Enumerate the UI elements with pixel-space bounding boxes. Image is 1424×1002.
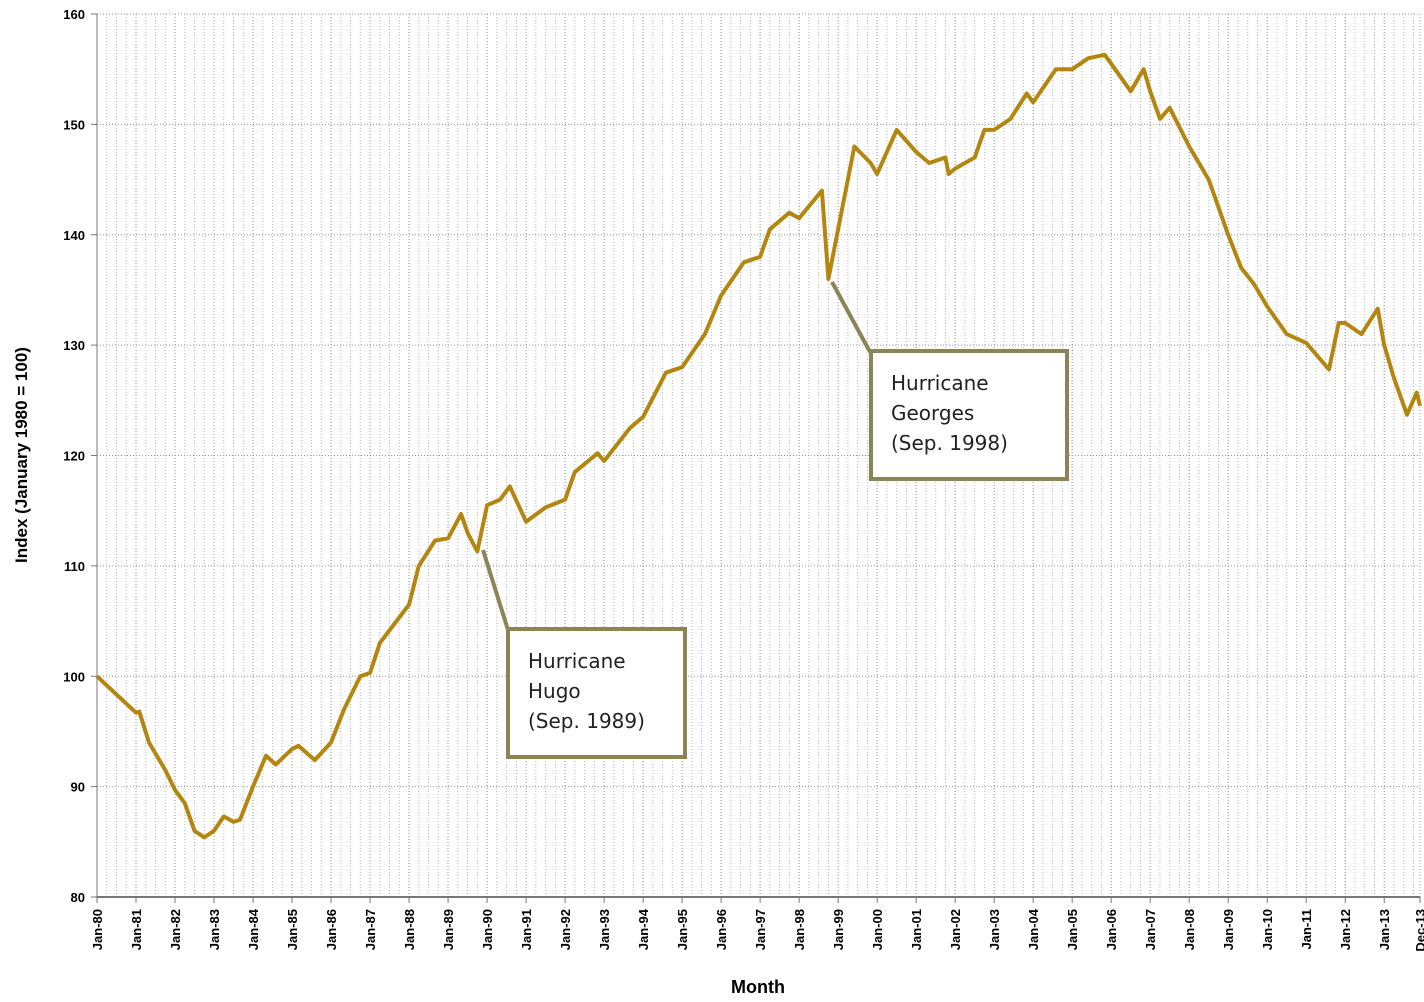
annotation-text: Hurricane xyxy=(891,371,989,395)
annotation-text: (Sep. 1998) xyxy=(891,431,1008,455)
x-tick-label: Jan-83 xyxy=(207,909,222,950)
annotation-text: Hugo xyxy=(528,679,581,703)
x-tick-label: Jan-92 xyxy=(558,909,573,950)
connector xyxy=(481,549,510,631)
x-tick-label: Jan-88 xyxy=(402,909,417,950)
x-tick-label: Jan-85 xyxy=(285,909,300,950)
x-tick-label: Jan-86 xyxy=(324,909,339,950)
x-tick-label: Jan-95 xyxy=(675,909,690,950)
annotation-box xyxy=(506,627,687,759)
y-axis-label: Index (January 1980 = 100) xyxy=(12,347,31,563)
y-tick-label: 110 xyxy=(64,559,85,574)
y-tick-label: 140 xyxy=(63,228,85,243)
x-tick-label: Jan-84 xyxy=(246,908,261,950)
annotation-text: (Sep. 1989) xyxy=(528,709,645,733)
x-tick-label: Jan-09 xyxy=(1221,909,1236,950)
y-tick-label: 90 xyxy=(71,780,85,795)
x-tick-label: Jan-06 xyxy=(1104,909,1119,950)
major-grid: 80 90 100 110 120 130 140 150 160 Jan-80 Jan-81 Jan… xyxy=(63,7,1424,952)
x-tick-label: Jan-05 xyxy=(1065,909,1080,950)
data-line xyxy=(95,52,1422,840)
x-tick-label: Jan-98 xyxy=(792,909,807,950)
connector xyxy=(830,281,872,353)
x-tick-label: Jan-12 xyxy=(1338,909,1353,950)
x-tick-label: Jan-08 xyxy=(1182,909,1197,950)
x-tick-label: Jan-81 xyxy=(129,909,144,950)
y-tick-label: 150 xyxy=(63,117,85,132)
x-tick-label: Jan-11 xyxy=(1299,909,1314,949)
y-tick-label: 100 xyxy=(63,669,85,684)
x-tick-label: Jan-97 xyxy=(753,909,768,950)
x-tick-label: Jan-89 xyxy=(441,909,456,950)
annotation-text: Georges xyxy=(891,401,974,425)
annotation-text: Hurricane xyxy=(528,649,626,673)
x-tick-label: Jan-90 xyxy=(480,909,495,950)
x-tick-label: Jan-94 xyxy=(636,908,651,950)
y-tick-label: 160 xyxy=(63,7,85,22)
x-tick-label: Jan-10 xyxy=(1260,909,1275,950)
x-tick-label: Jan-03 xyxy=(987,909,1002,950)
x-axis-label: Month xyxy=(731,977,785,997)
x-tick-label: Jan-04 xyxy=(1026,908,1041,950)
x-tick-label: Dec-13 xyxy=(1413,909,1424,952)
x-tick-label: Jan-13 xyxy=(1377,909,1392,950)
x-tick-label: Jan-91 xyxy=(519,909,534,950)
x-tick-label: Jan-87 xyxy=(363,909,378,950)
annotation-box xyxy=(869,349,1069,481)
x-tick-label: Jan-00 xyxy=(870,909,885,950)
plot xyxy=(95,52,1422,840)
x-tick-label: Jan-96 xyxy=(714,909,729,950)
x-tick-label: Jan-02 xyxy=(948,909,963,950)
x-tick-label: Jan-01 xyxy=(909,909,924,950)
x-tick-label: Jan-80 xyxy=(90,909,105,950)
annotations: Hurricane Hugo (Sep. 1989) Hurricane Georges… xyxy=(481,281,1069,759)
x-tick-label: Jan-82 xyxy=(168,909,183,950)
y-tick-label: 80 xyxy=(71,890,85,905)
y-tick-label: 120 xyxy=(63,449,85,464)
y-tick-label: 130 xyxy=(63,338,85,353)
x-tick-label: Jan-93 xyxy=(597,909,612,950)
x-tick-label: Jan-99 xyxy=(831,909,846,950)
x-tick-label: Jan-07 xyxy=(1143,909,1158,950)
